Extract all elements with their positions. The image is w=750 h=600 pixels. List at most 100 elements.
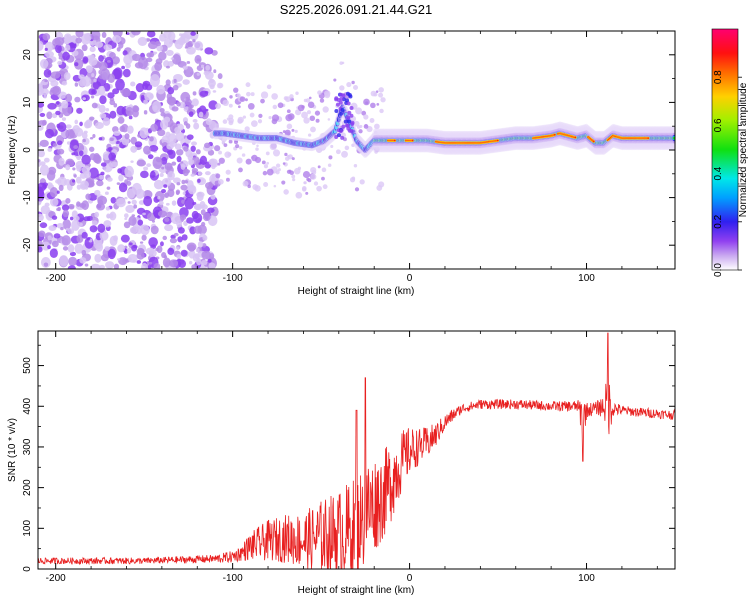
ridge-red — [496, 139, 499, 142]
noise-blob — [175, 189, 181, 195]
noise-blob — [58, 52, 63, 58]
noise-blob — [177, 227, 185, 234]
noise-blob — [217, 162, 221, 166]
noise-blob — [205, 65, 211, 71]
noise-blob — [44, 47, 48, 52]
noise-blob — [184, 46, 188, 49]
noise-blob — [68, 256, 78, 267]
noise-blob — [308, 96, 312, 100]
noise-blob — [63, 72, 71, 81]
noise-blob — [91, 88, 97, 95]
noise-blob — [180, 164, 186, 170]
noise-blob — [356, 125, 361, 129]
noise-blob — [126, 125, 134, 134]
noise-blob — [233, 87, 239, 93]
ridge-loop-blob — [345, 123, 350, 128]
noise-blob — [121, 88, 131, 98]
noise-blob — [346, 82, 352, 88]
noise-blob — [130, 145, 138, 153]
noise-blob — [155, 41, 161, 45]
noise-blob — [97, 199, 104, 206]
noise-blob — [57, 60, 63, 66]
noise-blob — [301, 187, 307, 192]
noise-blob — [174, 39, 184, 50]
noise-blob — [96, 180, 104, 187]
noise-blob — [164, 217, 170, 222]
noise-blob — [159, 173, 164, 177]
noise-blob — [89, 46, 96, 53]
noise-blob — [65, 93, 73, 103]
noise-blob — [303, 181, 307, 185]
noise-blob — [145, 247, 155, 255]
noise-blob — [292, 178, 296, 182]
noise-blob — [98, 175, 105, 180]
noise-blob — [42, 33, 51, 41]
noise-blob — [199, 155, 208, 166]
ridge-loop-blob — [341, 124, 346, 129]
noise-blob — [289, 94, 294, 99]
ridge-red — [411, 139, 414, 142]
noise-blob — [156, 245, 163, 254]
noise-blob — [100, 254, 109, 262]
noise-blob — [353, 164, 358, 168]
noise-blob — [161, 166, 165, 170]
noise-blob — [109, 137, 114, 142]
snr-y-tick-label: 100 — [22, 520, 33, 537]
noise-blob — [99, 231, 109, 241]
noise-blob — [58, 184, 64, 191]
noise-blob — [196, 72, 200, 76]
noise-blob — [49, 248, 58, 259]
noise-blob — [67, 265, 76, 269]
noise-blob — [140, 170, 149, 179]
noise-blob — [266, 84, 272, 90]
noise-blob — [188, 111, 194, 118]
noise-blob — [153, 263, 161, 269]
noise-blob — [176, 155, 182, 163]
ridge-loop-blob — [347, 93, 352, 98]
noise-blob — [130, 160, 134, 163]
noise-blob — [236, 93, 241, 98]
noise-blob — [91, 73, 95, 78]
noise-blob — [244, 126, 250, 132]
noise-blob — [105, 261, 115, 269]
noise-blob — [378, 92, 384, 98]
noise-blob — [82, 97, 86, 101]
ridge-loop-blob — [349, 113, 354, 118]
noise-blob — [204, 71, 214, 80]
noise-blob — [149, 74, 160, 88]
noise-blob — [39, 222, 48, 229]
noise-blob — [251, 120, 258, 127]
noise-blob — [218, 179, 224, 185]
noise-blob — [39, 58, 49, 69]
noise-blob — [145, 83, 153, 91]
noise-blob — [148, 261, 153, 265]
snr-y-axis-label: SNR (10 * v/v) — [7, 418, 18, 482]
noise-blob — [192, 119, 198, 123]
spectrogram-x-tick-label: 100 — [578, 273, 595, 284]
noise-blob — [136, 251, 145, 260]
spectrogram-y-ticks: -20 -10 0 10 20 — [22, 30, 675, 270]
noise-blob — [147, 41, 158, 50]
noise-blob — [42, 182, 48, 187]
noise-blob — [317, 165, 321, 169]
noise-blob — [339, 61, 343, 65]
noise-blob — [117, 244, 126, 253]
spectrogram-y-tick-label: 20 — [22, 49, 33, 61]
noise-blob — [305, 98, 311, 103]
noise-blob — [125, 204, 135, 213]
noise-blob — [109, 213, 114, 219]
noise-blob — [191, 264, 198, 269]
noise-blob — [74, 62, 79, 67]
noise-blob — [281, 180, 286, 185]
noise-blob — [179, 214, 187, 221]
noise-blob — [89, 225, 98, 233]
noise-blob — [124, 179, 129, 185]
noise-blob — [171, 200, 177, 206]
noise-blob — [155, 247, 160, 252]
noise-blob — [215, 173, 221, 179]
noise-blob — [148, 237, 158, 248]
noise-blob — [238, 167, 243, 173]
noise-blob — [176, 246, 180, 251]
noise-blob — [359, 179, 365, 185]
